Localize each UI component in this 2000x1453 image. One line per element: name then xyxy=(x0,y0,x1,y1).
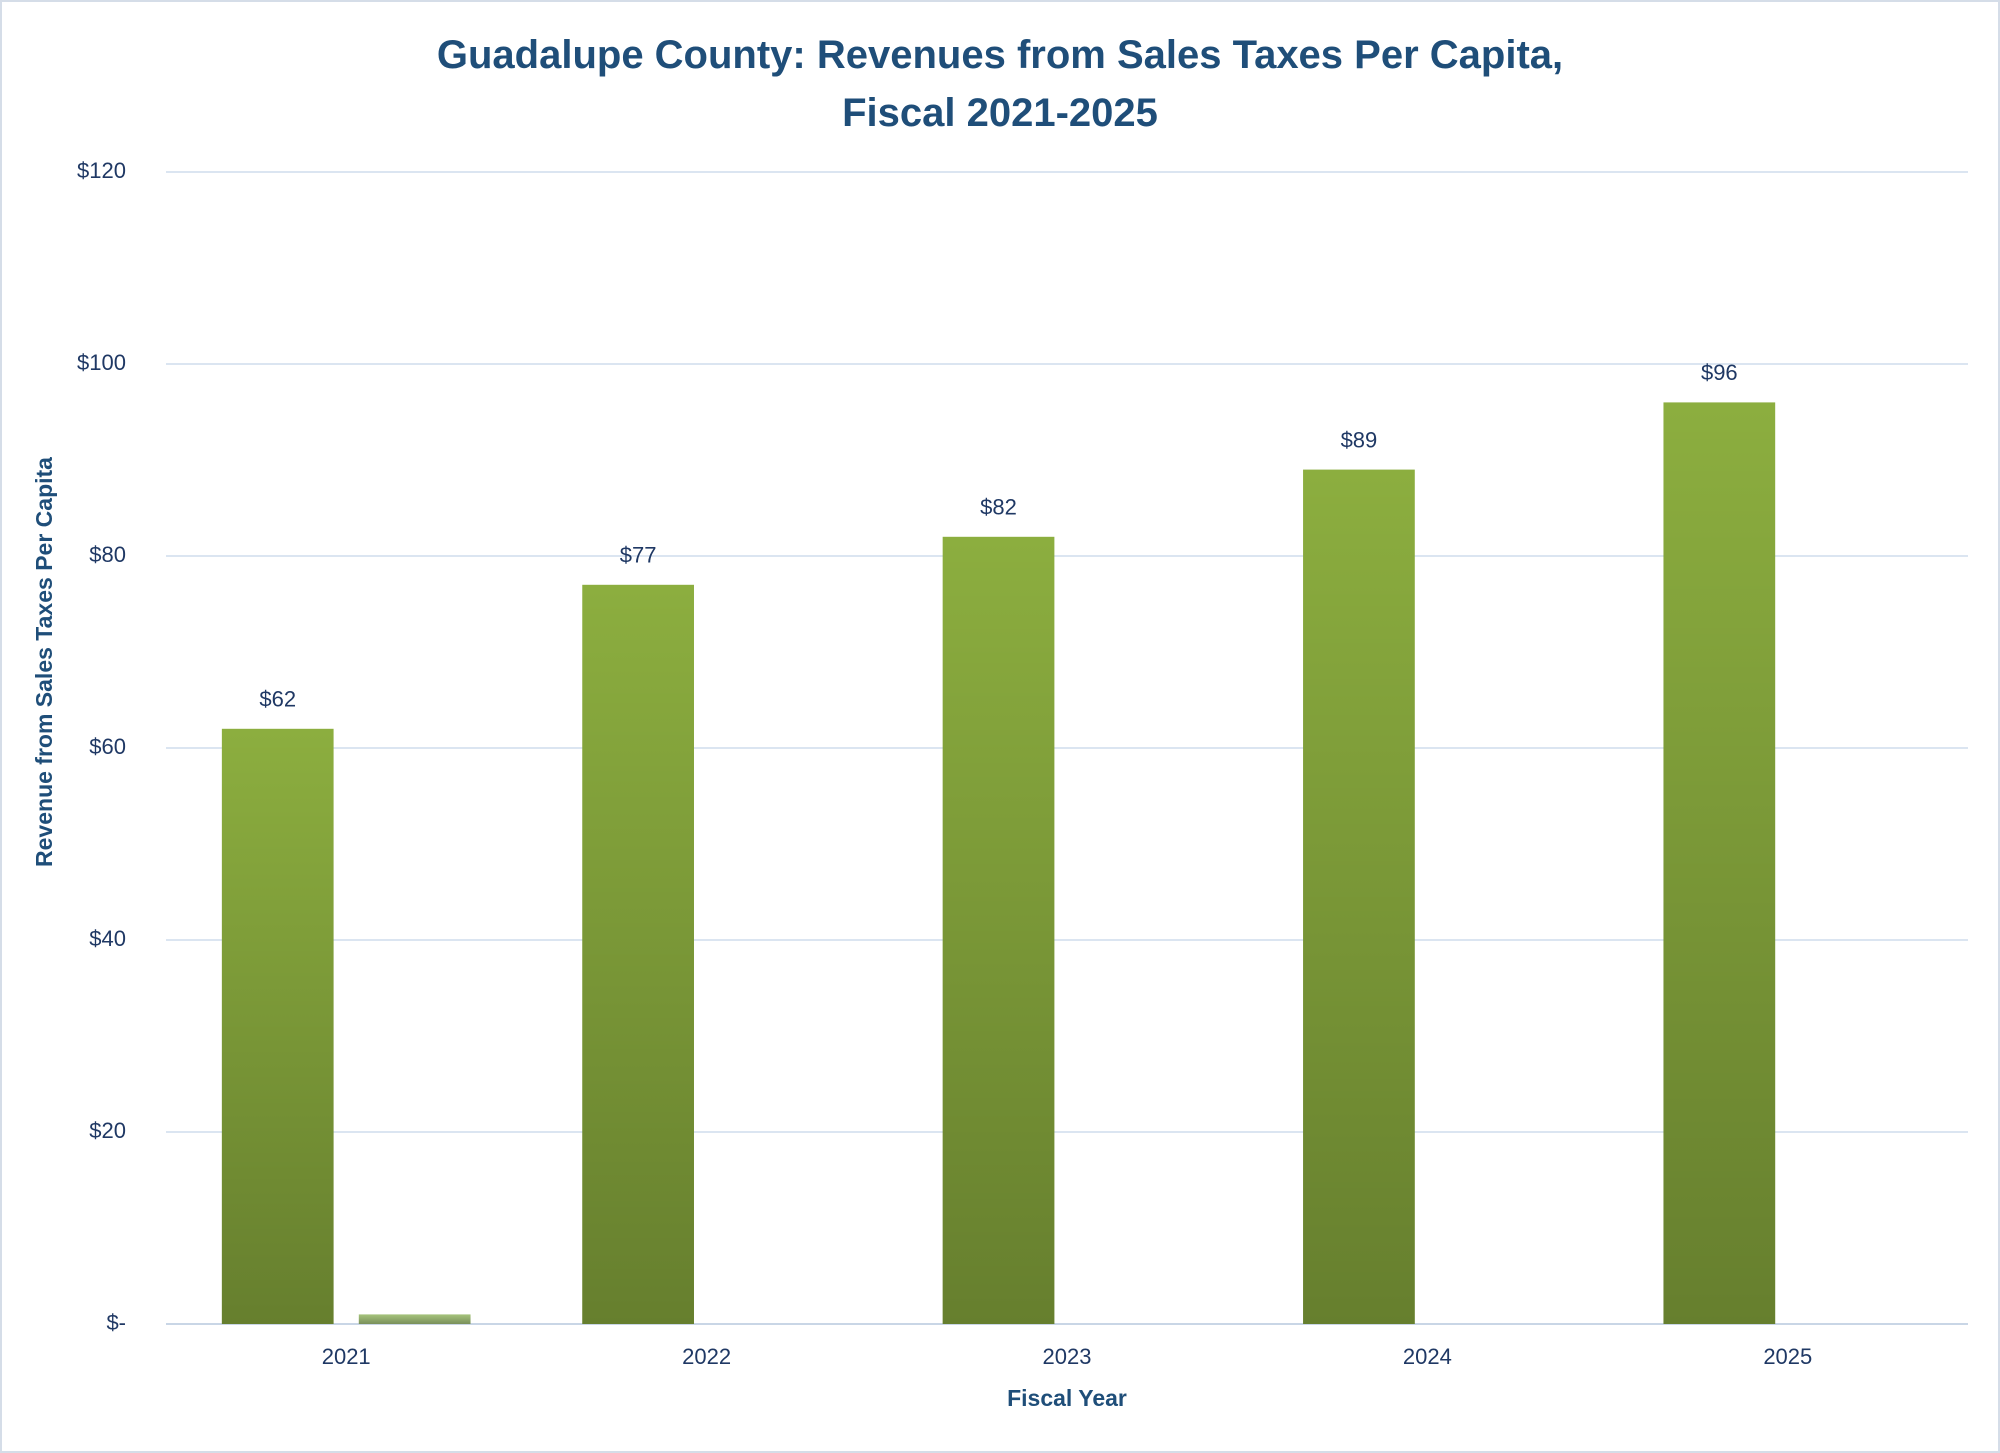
x-tick-label: 2022 xyxy=(682,1344,731,1369)
y-tick-label: $20 xyxy=(89,1118,126,1143)
value-label: $96 xyxy=(1701,360,1738,385)
value-label: $62 xyxy=(259,687,296,712)
bar-shade xyxy=(942,536,1055,1324)
y-tick-label: $40 xyxy=(89,926,126,951)
x-tick-label: 2025 xyxy=(1763,1344,1812,1369)
bar-shade xyxy=(358,1314,471,1324)
value-label: $82 xyxy=(980,495,1017,520)
chart-title: Guadalupe County: Revenues from Sales Ta… xyxy=(436,33,1564,135)
x-axis-title: Fiscal Year xyxy=(1007,1385,1127,1411)
y-tick-label: $100 xyxy=(77,350,126,375)
bar-shade xyxy=(1303,469,1415,1325)
y-tick-label: $80 xyxy=(89,542,126,567)
bar-shade xyxy=(1663,402,1776,1324)
y-tick-label: $120 xyxy=(77,158,126,183)
y-tick-label: $- xyxy=(106,1310,126,1335)
x-tick-label: 2021 xyxy=(322,1344,371,1369)
y-axis-title: Revenue from Sales Taxes Per Capita xyxy=(31,457,57,867)
x-tick-label: 2023 xyxy=(1043,1344,1092,1369)
bar-shade xyxy=(582,584,694,1324)
bar-shade xyxy=(221,728,334,1324)
value-label: $89 xyxy=(1341,427,1378,452)
value-label: $77 xyxy=(620,543,657,568)
x-tick-label: 2024 xyxy=(1403,1344,1452,1369)
y-tick-label: $60 xyxy=(89,734,126,759)
